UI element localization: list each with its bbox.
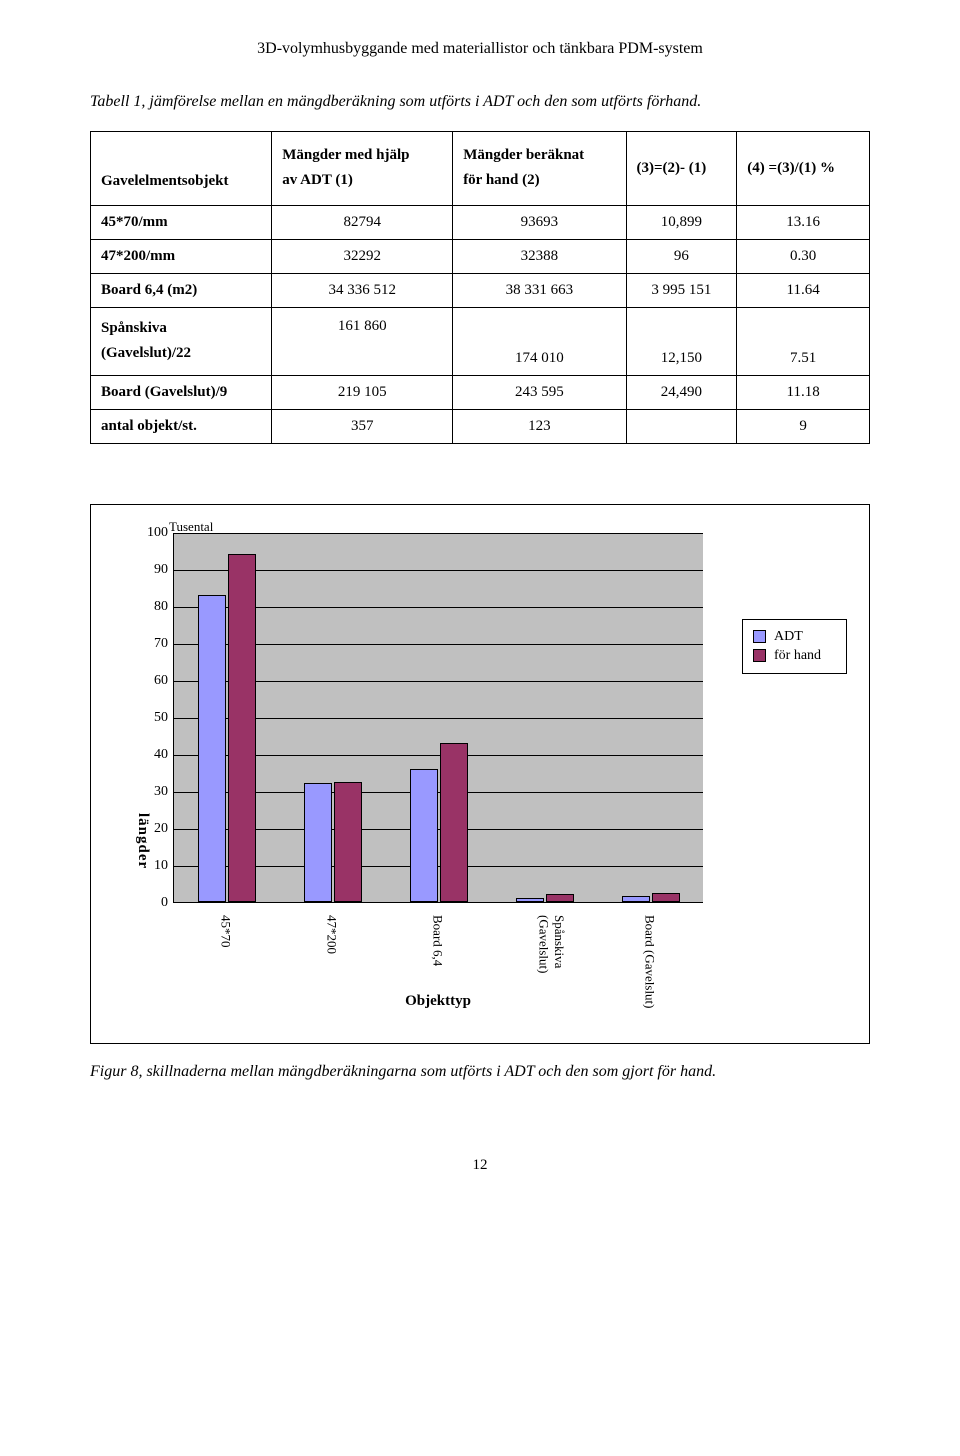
y-tick: 100 [113, 525, 168, 541]
cell: 3 995 151 [626, 273, 737, 307]
y-tick: 20 [113, 821, 168, 837]
cell: 34 336 512 [272, 273, 453, 307]
legend-item-adt: ADT [753, 629, 836, 645]
cell: 219 105 [272, 375, 453, 409]
bar-adt [622, 896, 650, 902]
cell: 82794 [272, 205, 453, 239]
plot-area [173, 533, 703, 903]
y-tick: 10 [113, 858, 168, 874]
bar-hand [440, 743, 468, 902]
y-tick: 40 [113, 747, 168, 763]
cell: 357 [272, 409, 453, 443]
row-label: 45*70/mm [91, 205, 272, 239]
figure-caption: Figur 8, skillnaderna mellan mängdberäkn… [90, 1058, 870, 1087]
cell: 38 331 663 [453, 273, 626, 307]
bar-adt [304, 783, 332, 901]
table-header-row: Gavelelmentsobjekt Mängder med hjälp av … [91, 131, 870, 205]
row-label: antal objekt/st. [91, 409, 272, 443]
chart-area: Tusental längder Objekttyp ADT för hand … [113, 523, 847, 1013]
x-tick-label: Board (Gavelslut) [642, 915, 658, 1009]
cell: 11.18 [737, 375, 870, 409]
y-tick: 30 [113, 784, 168, 800]
bar-chart: Tusental längder Objekttyp ADT för hand … [90, 504, 870, 1044]
col-header-hand: Mängder beräknat för hand (2) [453, 131, 626, 205]
cell: 32292 [272, 239, 453, 273]
row-label: Spånskiva (Gavelslut)/22 [91, 307, 272, 375]
cell [626, 409, 737, 443]
table-row: Board (Gavelslut)/9 219 105 243 595 24,4… [91, 375, 870, 409]
cell: 123 [453, 409, 626, 443]
col-header-object: Gavelelmentsobjekt [91, 131, 272, 205]
cell: 93693 [453, 205, 626, 239]
x-tick-label: 47*200 [324, 915, 340, 954]
cell: 24,490 [626, 375, 737, 409]
x-tick-label: Spånskiva (Gavelslut) [536, 915, 567, 973]
table-row: Board 6,4 (m2) 34 336 512 38 331 663 3 9… [91, 273, 870, 307]
page-number: 12 [90, 1157, 870, 1174]
y-tick: 60 [113, 673, 168, 689]
bar-hand [334, 782, 362, 902]
cell: 10,899 [626, 205, 737, 239]
table-row: 45*70/mm 82794 93693 10,899 13.16 [91, 205, 870, 239]
y-tick: 90 [113, 562, 168, 578]
table-row: 47*200/mm 32292 32388 96 0.30 [91, 239, 870, 273]
row-label: Board 6,4 (m2) [91, 273, 272, 307]
bar-adt [198, 595, 226, 902]
cell: 0.30 [737, 239, 870, 273]
y-tick: 0 [113, 895, 168, 911]
bar-hand [228, 554, 256, 902]
legend-label: ADT [774, 629, 803, 645]
x-tick-label: Board 6,4 [430, 915, 446, 966]
cell: 13.16 [737, 205, 870, 239]
row-label: 47*200/mm [91, 239, 272, 273]
page-header: 3D-volymhusbyggande med materiallistor o… [90, 40, 870, 58]
legend: ADT för hand [742, 619, 847, 674]
bar-adt [410, 769, 438, 902]
x-tick-label: 45*70 [218, 915, 234, 948]
y-tick: 50 [113, 710, 168, 726]
table-caption: Tabell 1, jämförelse mellan en mängdberä… [90, 88, 870, 117]
cell: 32388 [453, 239, 626, 273]
cell: 9 [737, 409, 870, 443]
cell: 174 010 [453, 307, 626, 375]
x-axis-title: Objekttyp [173, 993, 703, 1010]
comparison-table: Gavelelmentsobjekt Mängder med hjälp av … [90, 131, 870, 444]
col-header-diff: (3)=(2)- (1) [626, 131, 737, 205]
cell: 12,150 [626, 307, 737, 375]
table-row: antal objekt/st. 357 123 9 [91, 409, 870, 443]
col-header-adt: Mängder med hjälp av ADT (1) [272, 131, 453, 205]
bar-hand [652, 893, 680, 902]
cell: 161 860 [272, 307, 453, 375]
cell: 11.64 [737, 273, 870, 307]
legend-label: för hand [774, 648, 821, 664]
table-row: Spånskiva (Gavelslut)/22 161 860 174 010… [91, 307, 870, 375]
y-tick: 70 [113, 636, 168, 652]
row-label: Board (Gavelslut)/9 [91, 375, 272, 409]
bar-hand [546, 894, 574, 901]
cell: 243 595 [453, 375, 626, 409]
col-header-pct: (4) =(3)/(1) % [737, 131, 870, 205]
cell: 7.51 [737, 307, 870, 375]
cell: 96 [626, 239, 737, 273]
bar-adt [516, 898, 544, 902]
swatch-hand [753, 649, 766, 662]
y-tick: 80 [113, 599, 168, 615]
legend-item-hand: för hand [753, 648, 836, 664]
grid-line [174, 533, 703, 534]
swatch-adt [753, 630, 766, 643]
